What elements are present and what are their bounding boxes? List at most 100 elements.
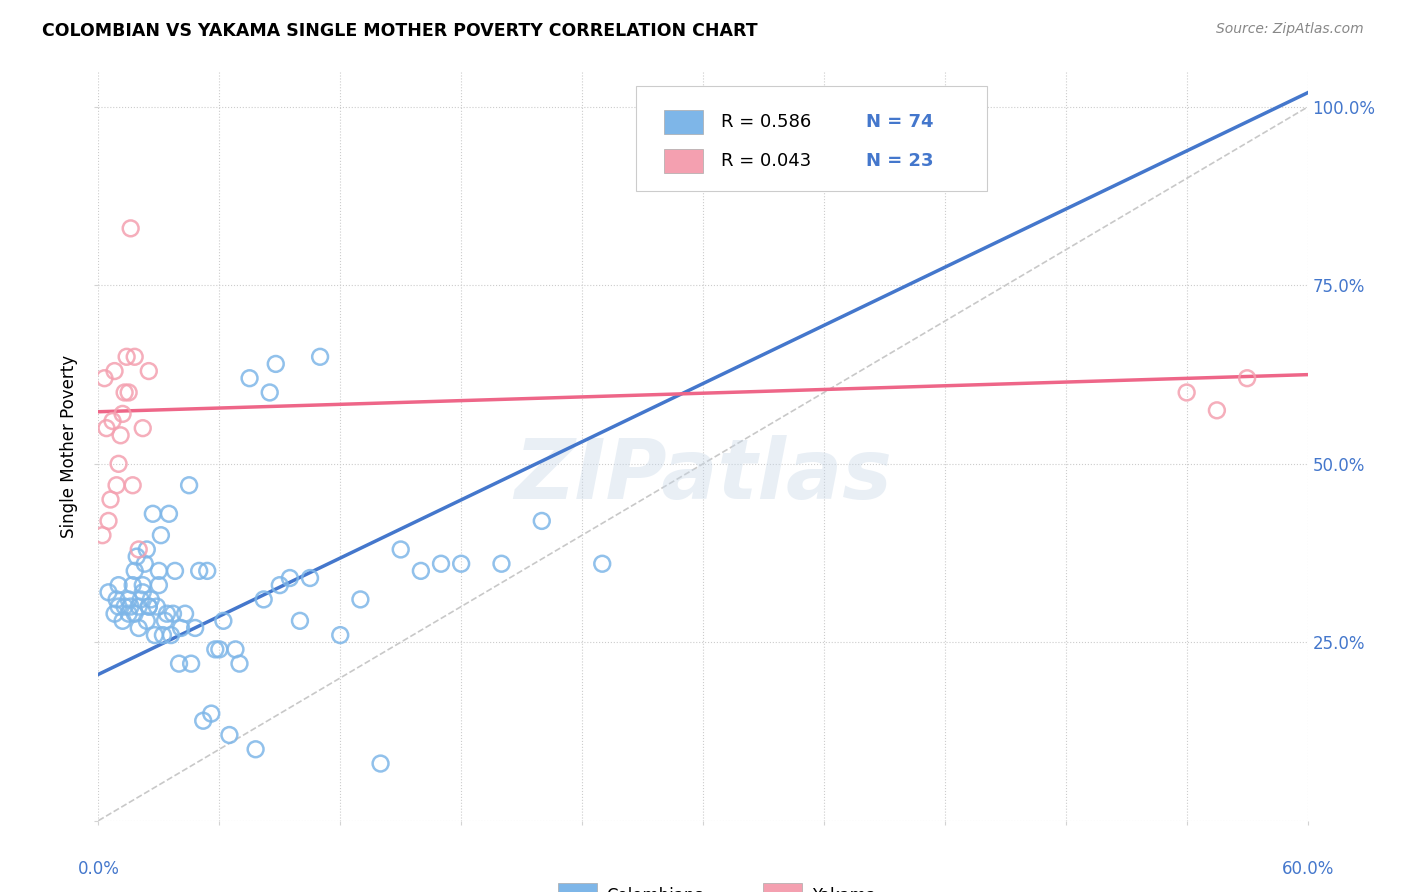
Point	[152, 628, 174, 642]
Point	[146, 599, 169, 614]
Point	[132, 421, 155, 435]
Point	[239, 371, 262, 385]
Point	[110, 428, 132, 442]
Point	[288, 614, 311, 628]
Point	[96, 421, 118, 435]
Point	[149, 528, 172, 542]
Text: N = 74: N = 74	[866, 112, 934, 130]
Point	[135, 542, 157, 557]
Text: Colombians: Colombians	[606, 887, 703, 892]
Point	[193, 714, 215, 728]
Point	[409, 564, 432, 578]
Point	[139, 592, 162, 607]
Point	[100, 492, 122, 507]
Point	[135, 614, 157, 628]
Text: Source: ZipAtlas.com: Source: ZipAtlas.com	[1216, 22, 1364, 37]
Point	[148, 564, 170, 578]
Point	[120, 221, 142, 235]
FancyBboxPatch shape	[637, 87, 987, 191]
Point	[228, 657, 250, 671]
Text: ZIPatlas: ZIPatlas	[515, 435, 891, 516]
Point	[170, 621, 193, 635]
Point	[208, 642, 231, 657]
Text: R = 0.586: R = 0.586	[721, 112, 811, 130]
Point	[349, 592, 371, 607]
Point	[128, 542, 150, 557]
FancyBboxPatch shape	[664, 110, 703, 134]
Point	[121, 478, 143, 492]
Point	[309, 350, 332, 364]
Point	[224, 642, 246, 657]
Point	[188, 564, 211, 578]
Point	[125, 549, 148, 564]
Point	[259, 385, 281, 400]
Point	[124, 564, 146, 578]
Point	[167, 657, 190, 671]
Point	[114, 385, 136, 400]
Y-axis label: Single Mother Poverty: Single Mother Poverty	[60, 354, 79, 538]
Point	[138, 599, 160, 614]
Point	[101, 414, 124, 428]
Point	[157, 507, 180, 521]
Text: 0.0%: 0.0%	[77, 860, 120, 878]
Point	[162, 607, 184, 621]
Point	[299, 571, 322, 585]
Point	[195, 564, 218, 578]
Point	[179, 478, 201, 492]
Point	[200, 706, 222, 721]
Point	[129, 592, 152, 607]
Point	[204, 642, 226, 657]
Point	[128, 599, 150, 614]
Point	[120, 599, 142, 614]
Point	[118, 607, 141, 621]
Point	[180, 657, 202, 671]
Point	[138, 364, 160, 378]
Point	[115, 350, 138, 364]
Point	[128, 621, 150, 635]
Point	[329, 628, 352, 642]
Point	[212, 614, 235, 628]
Point	[160, 628, 183, 642]
Point	[138, 599, 160, 614]
Point	[111, 614, 134, 628]
Point	[156, 607, 179, 621]
Point	[148, 578, 170, 592]
Point	[1206, 403, 1229, 417]
Point	[184, 621, 207, 635]
Point	[218, 728, 240, 742]
Point	[264, 357, 287, 371]
Point	[163, 564, 186, 578]
Point	[118, 385, 141, 400]
Point	[103, 607, 125, 621]
Point	[124, 607, 146, 621]
Point	[111, 407, 134, 421]
Point	[107, 599, 129, 614]
Point	[97, 514, 120, 528]
Point	[278, 571, 301, 585]
Point	[491, 557, 513, 571]
Point	[143, 628, 166, 642]
Point	[370, 756, 392, 771]
Text: COLOMBIAN VS YAKAMA SINGLE MOTHER POVERTY CORRELATION CHART: COLOMBIAN VS YAKAMA SINGLE MOTHER POVERT…	[42, 22, 758, 40]
Text: 60.0%: 60.0%	[1281, 860, 1334, 878]
Point	[91, 528, 114, 542]
Text: Yakama: Yakama	[811, 887, 876, 892]
Point	[269, 578, 291, 592]
Point	[114, 599, 136, 614]
Point	[107, 457, 129, 471]
Point	[105, 478, 128, 492]
FancyBboxPatch shape	[763, 883, 803, 892]
Point	[132, 585, 155, 599]
Point	[124, 350, 146, 364]
Point	[153, 614, 176, 628]
Text: R = 0.043: R = 0.043	[721, 153, 811, 170]
Point	[107, 578, 129, 592]
Point	[245, 742, 267, 756]
Point	[253, 592, 276, 607]
Point	[142, 507, 165, 521]
Point	[118, 592, 141, 607]
Point	[97, 585, 120, 599]
Point	[1236, 371, 1258, 385]
Point	[430, 557, 453, 571]
Point	[105, 592, 128, 607]
